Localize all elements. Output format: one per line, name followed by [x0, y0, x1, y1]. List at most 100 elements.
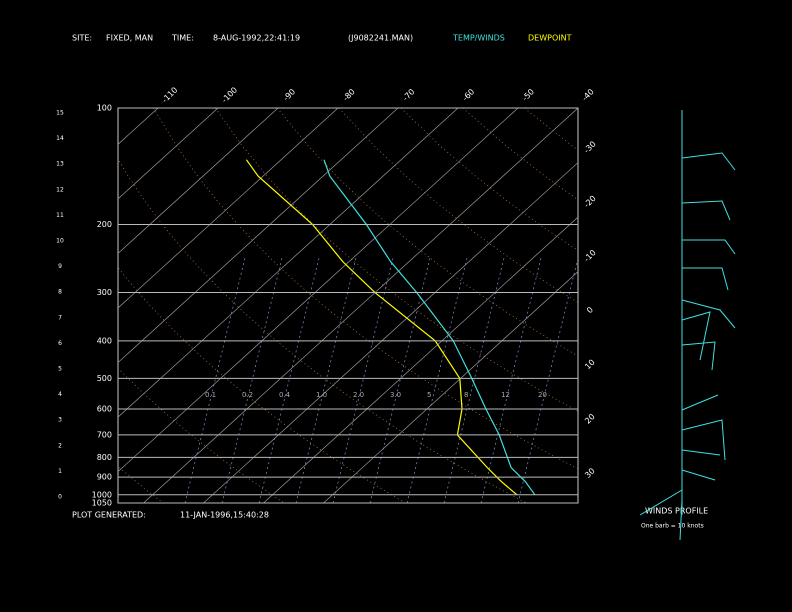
mixing-ratio-label: 20 [538, 391, 547, 399]
mixing-ratio [184, 257, 246, 503]
dry-adiabat [338, 108, 578, 303]
mixing-ratio [332, 257, 394, 503]
y-tick-label: 800 [97, 453, 112, 462]
winds-note: One barb = 10 knots [641, 523, 704, 530]
dry-adiabat [524, 108, 578, 151]
mixing-ratio-label: 12 [501, 391, 510, 399]
mixing-ratio-label: 8 [464, 391, 468, 399]
plot-frame [117, 107, 579, 504]
isotherm-label: -20 [582, 194, 598, 210]
isotherm [118, 108, 339, 309]
file: (J9082241.MAN) [348, 34, 413, 43]
height-tick-label: 4 [58, 391, 62, 398]
height-tick-label: 14 [56, 135, 64, 142]
time-label: TIME: [171, 34, 194, 43]
height-tick-label: 8 [58, 289, 62, 296]
isotherm [143, 108, 578, 503]
dry-adiabat [153, 108, 578, 470]
isotherm-label: 20 [583, 412, 597, 426]
generated: 11-JAN-1996,15:40:28 [180, 511, 269, 520]
isotherm-label: -40 [580, 87, 596, 103]
isotherm [323, 271, 578, 503]
y-tick-label: 900 [97, 473, 112, 482]
isotherm [263, 216, 578, 503]
height-tick-label: 2 [58, 442, 62, 449]
isotherm-label: 10 [583, 358, 597, 372]
mixing-ratio [517, 257, 578, 503]
isotherm-label: 0 [585, 305, 595, 315]
y-tick-label: 400 [97, 336, 112, 345]
y-tick-label: 500 [97, 374, 112, 383]
y-tick-label: 100 [97, 104, 112, 113]
dry-adiabat [215, 108, 578, 412]
mixing-ratio-label: 5 [427, 391, 431, 399]
mixing-ratio-label: 2.0 [353, 391, 364, 399]
mixing-ratio [406, 257, 468, 503]
site: FIXED, MAN [106, 34, 153, 43]
wind-profile [639, 110, 736, 541]
dry-adiabat [118, 367, 285, 503]
mixing-ratio-label: 1.0 [316, 391, 327, 399]
height-tick-label: 5 [58, 366, 62, 373]
dry-adiabat [118, 465, 164, 503]
isotherm [118, 108, 459, 418]
dry-adiabat [586, 108, 792, 503]
height-tick-label: 11 [56, 212, 64, 219]
dry-adiabat [462, 108, 578, 201]
y-tick-label: 300 [97, 288, 112, 297]
mixing-ratio [443, 257, 505, 503]
isotherm [118, 108, 279, 254]
time: 8-AUG-1992,22:41:19 [213, 34, 300, 43]
generated-label: PLOT GENERATED: [72, 511, 146, 520]
legend-temp: TEMP/WINDS [452, 34, 505, 43]
height-tick-label: 12 [56, 186, 64, 193]
height-tick-label: 6 [58, 340, 62, 347]
dry-adiabat [648, 108, 792, 503]
isotherm [118, 108, 219, 200]
mixing-ratio-label: 0.2 [242, 391, 253, 399]
y-tick-label: 1050 [92, 499, 112, 508]
mixing-ratio-label: 0.1 [205, 391, 216, 399]
height-tick-label: 10 [56, 238, 64, 245]
winds-title: WINDS PROFILE [645, 507, 708, 516]
height-tick-label: 7 [58, 314, 62, 321]
isotherm-label: -90 [281, 87, 297, 103]
height-tick-label: 15 [56, 110, 64, 117]
site-label: SITE: [72, 34, 92, 43]
isotherm-label: 30 [583, 466, 597, 480]
isotherm [0, 108, 38, 503]
dry-adiabat [118, 158, 527, 503]
isotherm [0, 108, 98, 503]
dry-adiabat [118, 267, 406, 503]
height-tick-label: 9 [58, 263, 62, 270]
isotherm-label: -100 [220, 85, 239, 104]
y-tick-label: 600 [97, 404, 112, 413]
mixing-ratio-label: 3.0 [390, 391, 401, 399]
y-tick-label: 1000 [92, 490, 112, 499]
isotherm [118, 108, 159, 145]
isotherm-label: -60 [461, 87, 477, 103]
isotherm-label: -80 [341, 87, 357, 103]
mixing-ratio [480, 257, 542, 503]
isotherm-label: -30 [582, 140, 598, 156]
y-tick-label: 700 [97, 430, 112, 439]
isotherm-label: -110 [160, 85, 179, 104]
isotherm [118, 108, 519, 473]
profile-line [323, 159, 536, 496]
mixing-ratio [221, 257, 283, 503]
mixing-ratio [295, 257, 357, 503]
height-tick-label: 13 [56, 161, 64, 168]
isotherm-label: -50 [520, 87, 536, 103]
mixing-ratio [258, 257, 320, 503]
height-tick-label: 1 [58, 468, 62, 475]
isotherm-label: -10 [582, 248, 598, 264]
legend-dewpoint: DEWPOINT [528, 34, 572, 43]
isotherm [118, 108, 399, 364]
isotherm-label: -70 [401, 87, 417, 103]
mixing-ratio [369, 257, 431, 503]
height-tick-label: 3 [58, 417, 62, 424]
profile-line [245, 159, 518, 496]
dry-adiabat [276, 108, 578, 357]
y-tick-label: 200 [97, 220, 112, 229]
